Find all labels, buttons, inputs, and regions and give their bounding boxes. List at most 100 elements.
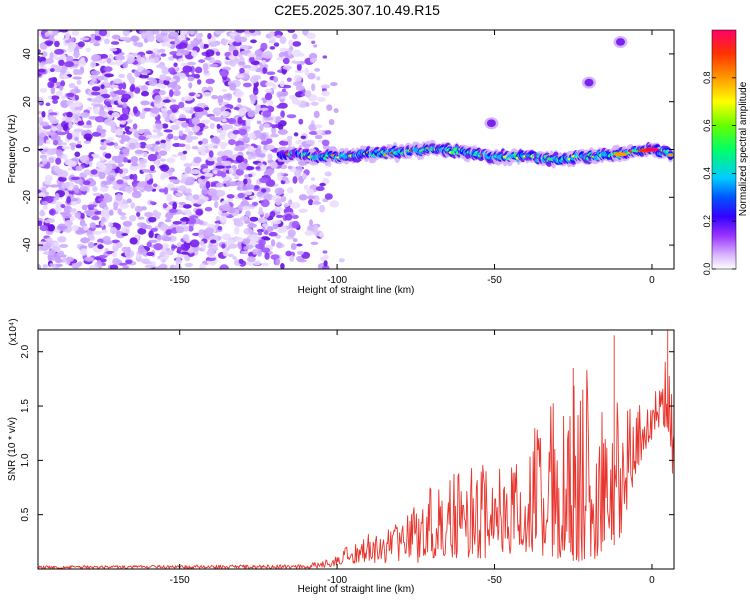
- noise-speckle: [237, 116, 243, 125]
- noise-speckle: [324, 171, 332, 177]
- noise-speckle: [250, 76, 258, 84]
- noise-speckle: [254, 49, 263, 57]
- noise-speckle: [115, 128, 124, 136]
- noise-speckle: [132, 123, 138, 130]
- y-tick-label: 1.0: [20, 453, 31, 467]
- noise-speckle: [239, 216, 249, 222]
- noise-speckle: [153, 56, 160, 64]
- noise-speckle: [256, 120, 262, 125]
- noise-speckle: [109, 264, 119, 269]
- noise-speckle: [300, 60, 305, 65]
- noise-speckle: [98, 171, 106, 180]
- noise-speckle: [66, 92, 75, 98]
- noise-speckle: [162, 111, 168, 119]
- noise-speckle: [81, 223, 88, 227]
- noise-speckle: [298, 118, 304, 125]
- noise-speckle: [141, 32, 146, 39]
- noise-speckle: [235, 155, 244, 163]
- noise-speckle: [225, 180, 231, 187]
- noise-speckle: [146, 251, 155, 257]
- noise-speckle: [261, 223, 269, 228]
- noise-speckle: [270, 239, 276, 247]
- noise-speckle: [216, 123, 221, 129]
- noise-speckle: [274, 206, 283, 212]
- noise-speckle: [182, 234, 190, 242]
- noise-speckle: [98, 87, 108, 95]
- noise-speckle: [73, 128, 84, 133]
- noise-speckle: [222, 248, 229, 257]
- noise-speckle: [195, 131, 203, 136]
- noise-speckle: [45, 102, 51, 107]
- noise-speckle: [234, 146, 241, 152]
- noise-speckle: [200, 175, 206, 180]
- noise-speckle: [250, 153, 256, 157]
- noise-speckle: [181, 122, 189, 128]
- noise-speckle: [300, 93, 306, 97]
- noise-speckle: [189, 30, 195, 35]
- noise-speckle: [176, 246, 182, 252]
- noise-speckle: [44, 40, 54, 46]
- noise-speckle: [241, 50, 251, 55]
- noise-speckle: [148, 78, 158, 87]
- spectrogram-y-axis: -40 -20 0 20 40: [22, 48, 674, 252]
- noise-speckle: [199, 41, 205, 49]
- noise-speckle: [235, 180, 246, 187]
- noise-speckle: [90, 74, 99, 79]
- noise-speckle: [286, 135, 293, 140]
- noise-speckle: [101, 262, 106, 266]
- noise-speckle: [201, 188, 209, 195]
- chart-title: C2E5.2025.307.10.49.R15: [274, 2, 440, 18]
- noise-speckle: [275, 116, 281, 123]
- noise-speckle: [240, 44, 249, 50]
- noise-speckle: [248, 132, 257, 140]
- noise-speckle: [39, 87, 48, 93]
- noise-speckle: [70, 194, 75, 200]
- noise-speckle: [238, 128, 247, 136]
- noise-speckle: [301, 173, 307, 180]
- noise-speckle: [145, 57, 150, 64]
- noise-speckle: [247, 223, 257, 228]
- noise-speckle: [262, 50, 273, 59]
- noise-speckle: [128, 142, 136, 150]
- noise-speckle: [265, 144, 275, 150]
- noise-speckle: [83, 169, 92, 176]
- noise-speckle: [80, 212, 85, 219]
- noise-speckle: [61, 182, 68, 189]
- noise-speckle: [261, 188, 267, 193]
- noise-speckle: [55, 157, 62, 165]
- noise-speckle: [181, 106, 192, 111]
- noise-speckle: [160, 172, 170, 178]
- noise-speckle: [255, 104, 261, 112]
- noise-speckle: [54, 40, 60, 48]
- noise-speckle: [298, 208, 308, 213]
- noise-speckle: [44, 180, 52, 185]
- noise-speckle: [275, 214, 284, 218]
- noise-speckle: [182, 150, 188, 155]
- noise-speckle: [227, 253, 234, 258]
- noise-speckle: [38, 241, 47, 245]
- noise-speckle: [108, 222, 114, 228]
- noise-speckle: [125, 259, 133, 264]
- noise-speckle: [58, 176, 64, 182]
- noise-speckle: [66, 55, 74, 63]
- noise-speckle: [305, 90, 312, 98]
- noise-speckle: [247, 145, 256, 153]
- noise-speckle: [223, 149, 233, 156]
- noise-speckle: [163, 129, 173, 133]
- noise-speckle: [265, 81, 275, 87]
- noise-speckle: [101, 229, 108, 234]
- noise-speckle: [177, 58, 185, 62]
- noise-speckle: [202, 63, 209, 71]
- noise-speckle: [221, 88, 227, 92]
- noise-speckle: [257, 249, 262, 257]
- noise-speckle: [59, 30, 69, 33]
- noise-speckle: [74, 187, 80, 194]
- noise-speckle: [122, 61, 128, 69]
- noise-speckle: [193, 156, 202, 164]
- noise-speckle: [222, 39, 228, 46]
- noise-speckle: [175, 257, 182, 266]
- noise-speckle: [191, 50, 198, 57]
- noise-speckle: [296, 243, 303, 247]
- noise-speckle: [315, 186, 325, 192]
- noise-speckle: [110, 41, 120, 45]
